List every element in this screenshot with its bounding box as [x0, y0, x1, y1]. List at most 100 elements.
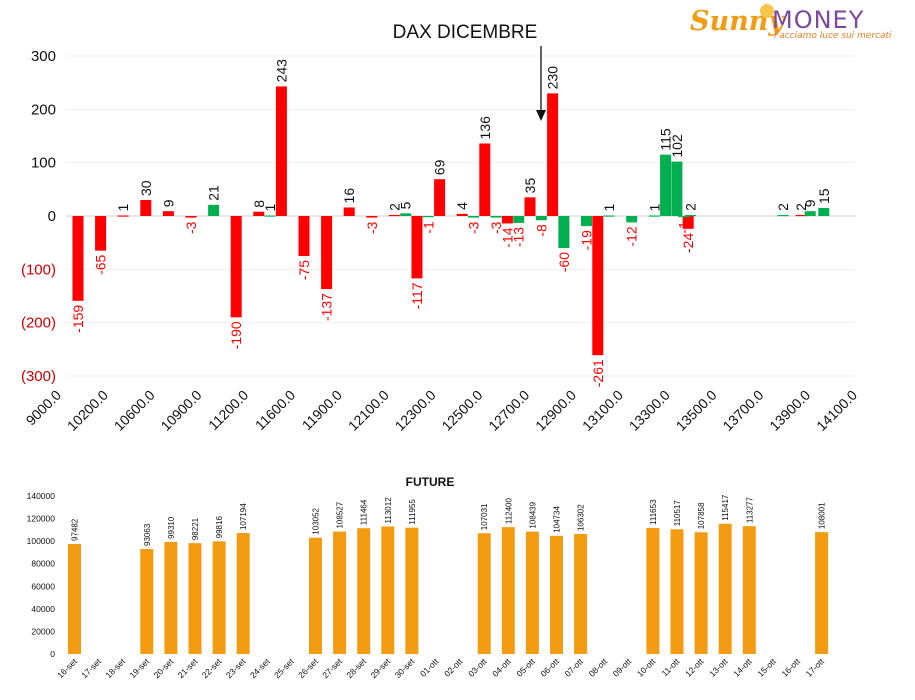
- dax-data-label: 9: [802, 199, 818, 207]
- future-data-label: 98221: [191, 517, 200, 540]
- dax-x-tick-label: 13300.0: [626, 387, 673, 434]
- dax-bar: [253, 211, 265, 216]
- dax-bar: [671, 161, 683, 216]
- future-x-tick-label: 05-ott: [514, 656, 537, 679]
- future-x-tick-label: 08-ott: [587, 656, 610, 679]
- dax-bar: [117, 215, 129, 217]
- dax-bar: [660, 154, 672, 216]
- dax-bar: [366, 216, 378, 218]
- future-x-tick-label: 11-ott: [659, 656, 681, 678]
- future-x-tick-label: 16-set: [55, 656, 79, 680]
- dax-x-tick-label: 13500.0: [673, 387, 720, 434]
- dax-x-tick-label: 14100.0: [813, 387, 860, 434]
- dax-data-label: -3: [466, 221, 482, 234]
- dax-bar: [456, 213, 468, 216]
- dax-x-tick-label: 13900.0: [766, 387, 813, 434]
- dax-data-label: -8: [533, 224, 549, 237]
- future-y-tick-label: 60000: [31, 581, 55, 591]
- dax-data-label: 15: [816, 188, 832, 204]
- future-y-tick-label: 40000: [31, 604, 55, 614]
- dax-x-tick-label: 12100.0: [345, 387, 392, 434]
- dax-data-label: 35: [522, 178, 538, 194]
- future-x-tick-label: 22-set: [200, 656, 224, 680]
- dax-data-label: -159: [70, 305, 86, 333]
- dax-data-label: 30: [138, 180, 154, 196]
- dax-bar: [804, 211, 816, 216]
- future-bar: [164, 541, 178, 654]
- dax-bar: [275, 86, 287, 217]
- dax-bar: [648, 215, 660, 217]
- dax-bar: [321, 216, 333, 290]
- future-bar: [477, 533, 491, 654]
- dax-x-tick-label: 12700.0: [485, 387, 532, 434]
- dax-data-label: -3: [364, 221, 380, 234]
- future-bar: [381, 526, 395, 654]
- dax-gridlines: [66, 55, 855, 377]
- dax-bar: [547, 93, 559, 216]
- future-data-label: 111653: [649, 499, 658, 525]
- future-x-tick-label: 16-ott: [779, 656, 802, 679]
- future-bar: [140, 548, 154, 654]
- dax-bar: [535, 216, 547, 221]
- dax-bars: [72, 86, 830, 356]
- dax-x-tick-label: 12900.0: [532, 387, 579, 434]
- future-data-labels: 97482 93063 99310 98221 99816 107194 103052 108…: [71, 494, 827, 546]
- dax-data-label: 230: [545, 66, 561, 90]
- dax-x-tick-label: 9000.0: [23, 387, 65, 429]
- dax-bar: [592, 216, 604, 356]
- future-y-tick-label: 20000: [31, 626, 55, 636]
- future-x-tick-label: 14-ott: [731, 656, 754, 679]
- dax-bar: [626, 216, 638, 223]
- dax-y-tick-label: 200: [31, 101, 56, 118]
- future-data-label: 99816: [215, 516, 224, 539]
- sunny-money-logo: Sunny MONEY Facciamo luce sui mercati: [690, 4, 895, 46]
- dax-data-label: -19: [579, 230, 595, 250]
- dax-data-label: 243: [273, 59, 289, 83]
- dax-data-label: 69: [432, 159, 448, 175]
- dax-bar: [185, 216, 197, 218]
- dax-x-axis: 9000.0 10200.0 10600.0 10900.0 11200.0 11600.…: [23, 387, 861, 434]
- dax-data-label: -13: [511, 227, 527, 247]
- dax-data-label: -3: [488, 221, 504, 234]
- future-data-label: 107194: [239, 503, 248, 530]
- down-arrow-head: [536, 110, 546, 121]
- dax-bar: [684, 214, 696, 217]
- dax-data-label: 9: [160, 199, 176, 207]
- dax-bar: [264, 215, 276, 217]
- dax-x-tick-label: 10200.0: [64, 387, 111, 434]
- dax-data-label: 1: [601, 203, 617, 211]
- dax-chart-title: DAX DICEMBRE: [393, 22, 538, 43]
- dax-bar: [777, 214, 789, 217]
- dax-data-label: -24: [680, 233, 696, 253]
- dax-bar: [682, 216, 694, 229]
- dax-y-tick-label: (300): [21, 368, 56, 385]
- dax-y-tick-label: 100: [31, 155, 56, 172]
- dax-bar: [501, 216, 513, 224]
- dax-y-tick-label: 300: [31, 48, 56, 65]
- dax-data-label: -1: [420, 221, 436, 234]
- dax-data-label: -14: [499, 227, 515, 247]
- future-x-tick-label: 03-ott: [466, 656, 489, 679]
- future-data-label: 112400: [504, 497, 513, 524]
- dax-x-tick-label: 11200.0: [205, 387, 252, 434]
- future-bar: [501, 527, 515, 654]
- dax-bar: [479, 143, 491, 216]
- logo-tagline: Facciamo luce sui mercati: [774, 31, 892, 41]
- future-data-label: 107858: [697, 502, 706, 529]
- future-x-tick-label: 17-set: [79, 656, 103, 680]
- dax-data-label: -12: [624, 226, 640, 246]
- dax-bar: [298, 216, 310, 256]
- future-x-tick-label: 28-set: [344, 656, 368, 680]
- future-data-label: 103052: [312, 507, 321, 534]
- future-x-tick-label: 19-set: [127, 656, 151, 680]
- future-bar: [357, 528, 371, 654]
- future-data-label: 108001: [818, 502, 827, 529]
- dax-x-tick-label: 11900.0: [299, 387, 346, 434]
- future-bar: [309, 537, 322, 654]
- dax-x-tick-label: 12500.0: [438, 387, 485, 434]
- dax-bar: [795, 214, 807, 217]
- dax-data-label: 21: [206, 185, 222, 201]
- dax-data-label: 1: [262, 203, 278, 211]
- dax-y-tick-label: 0: [48, 208, 56, 225]
- dax-bar: [230, 216, 242, 318]
